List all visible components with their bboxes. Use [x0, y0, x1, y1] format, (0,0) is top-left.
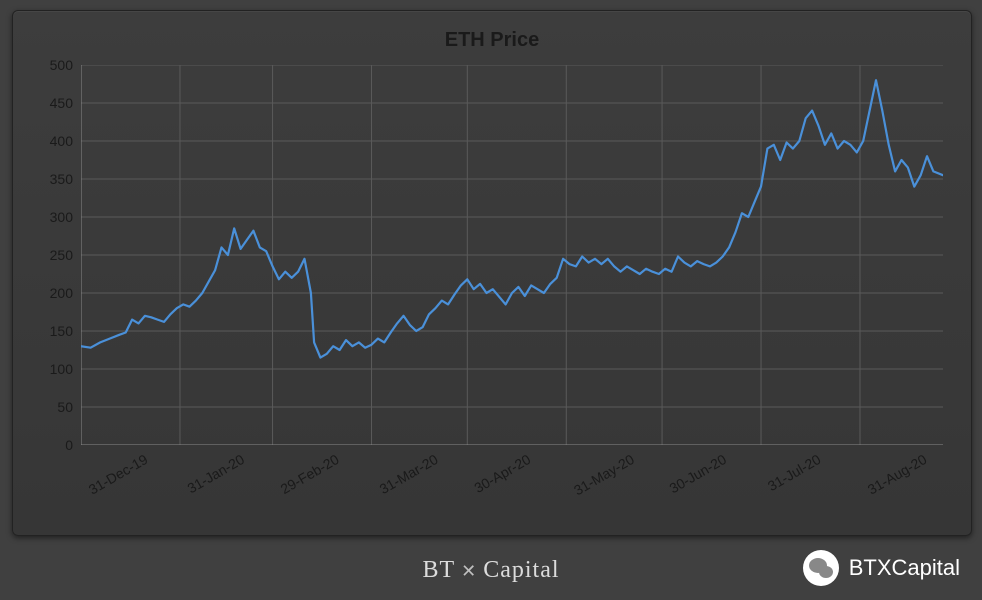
- x-tick-label: 31-Jul-20: [765, 451, 824, 494]
- y-tick-label: 400: [50, 133, 73, 149]
- x-tick-label: 31-Jan-20: [184, 451, 247, 496]
- chart-title-text: ETH Price: [445, 29, 539, 51]
- y-tick-label: 500: [50, 57, 73, 73]
- brand-x-icon: ✕: [461, 561, 477, 582]
- y-tick-label: 200: [50, 285, 73, 301]
- y-tick-label: 350: [50, 171, 73, 187]
- y-tick-label: 150: [50, 323, 73, 339]
- wechat-brand: BTXCapital: [803, 550, 960, 586]
- x-tick-label: 31-Dec-19: [86, 451, 151, 498]
- brand-bt: BT: [422, 557, 455, 584]
- plot-area: 05010015020025030035040045050031-Dec-193…: [81, 65, 943, 445]
- chart-card: ETH Price 050100150200250300350400450500…: [12, 10, 972, 536]
- y-tick-label: 450: [50, 95, 73, 111]
- wechat-icon: [803, 550, 839, 586]
- chart-title: ETH Price: [13, 29, 971, 52]
- y-tick-label: 50: [57, 399, 73, 415]
- y-tick-label: 300: [50, 209, 73, 225]
- brand-capital: Capital: [483, 557, 559, 584]
- line-chart-svg: [81, 65, 943, 445]
- x-tick-label: 30-Jun-20: [666, 451, 729, 496]
- footer: BT ✕ Capital BTXCapital: [0, 540, 982, 600]
- y-tick-label: 0: [65, 437, 73, 453]
- x-tick-label: 31-May-20: [571, 451, 637, 498]
- wechat-label: BTXCapital: [849, 555, 960, 581]
- y-tick-label: 100: [50, 361, 73, 377]
- x-tick-label: 30-Apr-20: [472, 451, 534, 496]
- x-tick-label: 31-Mar-20: [376, 451, 440, 497]
- x-tick-label: 29-Feb-20: [277, 451, 341, 497]
- x-tick-label: 31-Aug-20: [865, 451, 930, 498]
- y-tick-label: 250: [50, 247, 73, 263]
- brand-center: BT ✕ Capital: [422, 557, 559, 584]
